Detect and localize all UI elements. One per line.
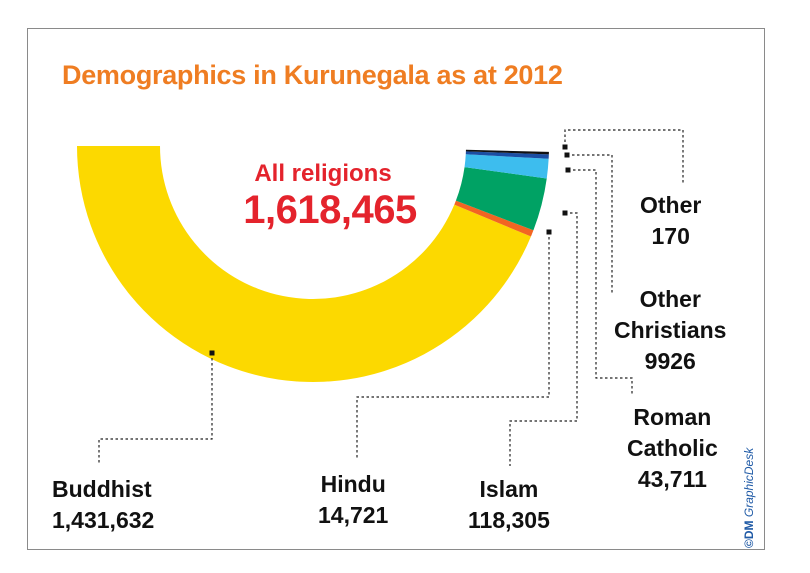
credit-text: GraphicDesk <box>742 447 756 518</box>
leader-line-islam <box>509 212 578 466</box>
label-other-value: 170 <box>651 223 690 249</box>
center-label: All religions <box>254 160 392 187</box>
leader-dot-hindu <box>546 229 552 235</box>
leader-line-buddhist <box>98 353 213 464</box>
label-other-name: Other <box>640 192 702 218</box>
leader-line-other-christians <box>567 154 613 294</box>
label-hindu: Hindu 14,721 <box>318 469 388 531</box>
label-islam: Islam 118,305 <box>468 474 550 536</box>
label-islam-value: 118,305 <box>468 507 550 533</box>
credit-prefix: ©DM <box>742 520 756 548</box>
slice-islam <box>455 167 547 231</box>
label-hindu-value: 14,721 <box>318 502 389 528</box>
slice-hindu <box>454 200 534 237</box>
label-roman-catholic-line1: Roman <box>633 404 712 430</box>
label-roman-catholic: Roman Catholic 43,711 <box>627 402 718 495</box>
leader-line-hindu <box>356 232 550 460</box>
leader-line-roman-catholic <box>568 169 633 394</box>
label-roman-catholic-line2: Catholic <box>627 435 718 461</box>
label-buddhist-name: Buddhist <box>52 476 152 502</box>
label-islam-name: Islam <box>479 476 539 502</box>
label-buddhist-value: 1,431,632 <box>52 507 155 533</box>
credit: ©DM GraphicDesk <box>742 448 756 548</box>
center-total: 1,618,465 <box>243 188 417 232</box>
leader-line-other <box>564 129 684 185</box>
label-hindu-name: Hindu <box>320 471 386 497</box>
leader-dot-roman-catholic <box>565 167 571 173</box>
leader-dot-buddhist <box>209 350 215 356</box>
label-other-christians-line2: Christians <box>614 317 727 343</box>
leader-dot-other <box>562 144 568 150</box>
chart-title: Demographics in Kurunegala as at 2012 <box>62 60 563 90</box>
slice-roman-catholic <box>464 154 549 179</box>
label-other-christians-line1: Other <box>639 286 701 312</box>
leader-dot-other-christians <box>564 152 570 158</box>
leader-dot-islam <box>562 210 568 216</box>
label-other: Other 170 <box>640 190 701 252</box>
slice-other-christians <box>465 151 549 159</box>
slice-other <box>465 149 549 155</box>
slice-buddhist <box>77 146 531 382</box>
label-roman-catholic-value: 43,711 <box>637 466 707 492</box>
label-other-christians: Other Christians 9926 <box>614 284 726 377</box>
label-other-christians-value: 9926 <box>644 348 696 374</box>
label-buddhist: Buddhist 1,431,632 <box>52 474 154 536</box>
